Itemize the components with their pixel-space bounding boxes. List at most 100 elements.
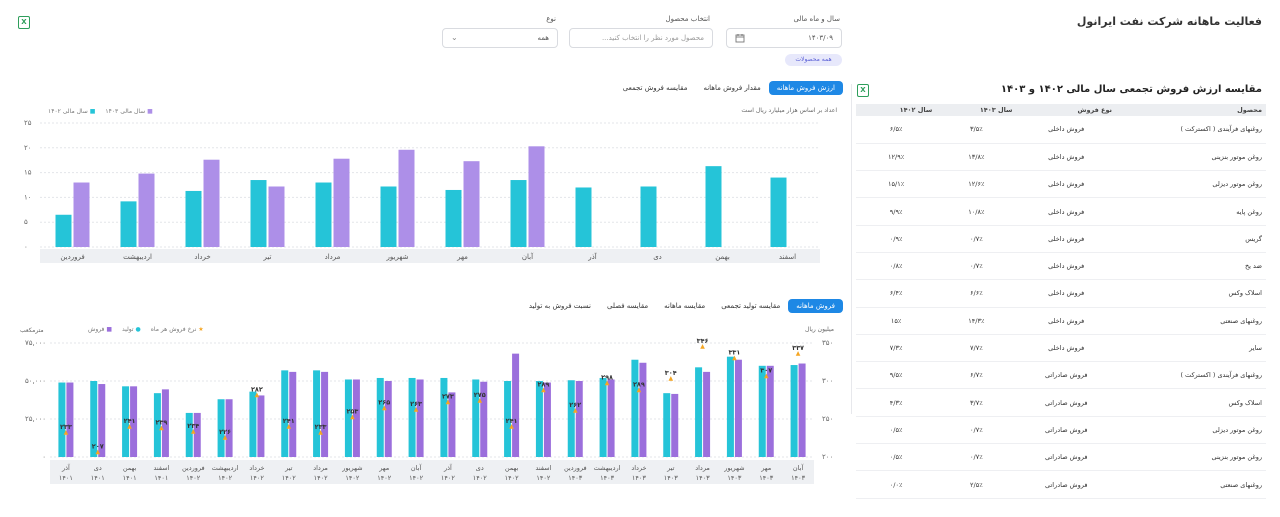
- bar-sales: [225, 399, 233, 457]
- table-row[interactable]: روغنهای صنعتی فروش داخلی ۱۴/۳٪ ۱۵٪: [856, 307, 1266, 335]
- rate-label: ۲۵۳: [346, 408, 358, 416]
- bar-production: [90, 381, 98, 457]
- x-tick-month: آبان: [793, 463, 805, 472]
- x-tick-year: ۱۴۰۱: [91, 474, 105, 482]
- bar-1402: [55, 214, 72, 247]
- x-tick-year: ۱۴۰۲: [218, 474, 232, 482]
- bar-sales: [384, 381, 392, 457]
- table-header-cell[interactable]: محصول: [1116, 104, 1266, 116]
- table-cell: گریس: [1116, 225, 1266, 253]
- rate-marker: ▲: [605, 380, 610, 387]
- table-header-cell[interactable]: نوع فروش: [1016, 104, 1116, 116]
- table-header-cell[interactable]: سال ۱۴۰۲: [856, 104, 937, 116]
- x-tick-year: ۱۴۰۲: [377, 474, 391, 482]
- table-row[interactable]: اسلاک وکس فروش داخلی ۶/۶٪ ۶/۴٪: [856, 279, 1266, 308]
- table-cell: ۰/۷٪: [936, 225, 1017, 253]
- rate-label: ۲۸۲: [251, 386, 263, 394]
- legend-production[interactable]: ● تولید: [122, 326, 141, 333]
- table-cell: فروش صادراتی: [1016, 443, 1116, 472]
- table-cell: فروش صادراتی: [1016, 470, 1116, 499]
- rate-label: ۲۴۱: [506, 417, 518, 425]
- table-title: مقایسه ارزش فروش تجمعی سال مالی ۱۴۰۲ و ۱…: [1000, 84, 1262, 95]
- rate-label: ۲۷۳: [442, 393, 454, 401]
- table-cell: ۰/۷٪: [936, 252, 1017, 281]
- x-tick-year: ۱۴۰۱: [59, 474, 73, 482]
- table-cell: ضد یخ: [1116, 252, 1266, 281]
- table-cell: روغن پایه: [1116, 197, 1266, 226]
- x-tick-label: آبان: [522, 252, 534, 261]
- table-cell: فروش داخلی: [1016, 143, 1116, 172]
- rate-marker: ▲: [95, 449, 100, 456]
- table-row[interactable]: روغن پایه فروش داخلی ۱۰/۸٪ ۹/۹٪: [856, 197, 1266, 226]
- excel-export-icon[interactable]: X: [857, 84, 869, 97]
- x-tick-year: ۱۴۰۳: [600, 474, 614, 482]
- table-row[interactable]: روغن موتور بنزینی فروش صادراتی ۰/۷٪ ۰/۵٪: [856, 443, 1266, 472]
- x-tick-label: دی: [653, 253, 662, 261]
- type-select[interactable]: همه ⌄: [442, 28, 558, 48]
- rate-marker: ▲: [64, 429, 69, 436]
- legend-1403[interactable]: ■ سال مالی ۱۴۰۳: [105, 108, 153, 115]
- table-row[interactable]: روغن موتور بنزینی فروش داخلی ۱۳/۸٪ ۱۲/۹٪: [856, 143, 1266, 172]
- table-cell: فروش داخلی: [1016, 252, 1116, 281]
- excel-export-icon[interactable]: X: [18, 16, 30, 29]
- rate-marker: ▲: [414, 406, 419, 413]
- table-row[interactable]: ضد یخ فروش داخلی ۰/۷٪ ۰/۸٪: [856, 252, 1266, 281]
- bar-production: [408, 377, 416, 457]
- table-cell: ۹/۹٪: [856, 197, 937, 226]
- rate-marker: ▲: [255, 392, 260, 399]
- table-row[interactable]: روغنهای صنعتی فروش صادراتی ۲/۵٪ ۰/۰٪: [856, 470, 1266, 499]
- table-row[interactable]: اسلاک وکس فروش صادراتی ۳/۷٪ ۴/۳٪: [856, 388, 1266, 417]
- table-row[interactable]: روغنهای فرآیندی ( اکسترکت ) فروش داخلی ۳/۵…: [856, 116, 1266, 144]
- monthly-sales-value-chart: ۰ ۵ ۱۰ ۱۵ ۲۰ ۲۵ اسفند بهمن دی آذر آبان مهر شهریور مرد…: [24, 119, 820, 263]
- x-tick-month: خرداد: [249, 464, 264, 472]
- cumulative-sales-table: محصول نوع فروش سال ۱۴۰۳ سال ۱۴۰۲ روغنهای فر…: [856, 104, 1266, 499]
- rate-marker: ▲: [541, 386, 546, 393]
- sales-production-chart: ۰۲۵,۰۰۰۵۰,۰۰۰۷۵,۰۰۰۲۰۰۲۵۰۳۰۰۳۵۰▲۲۳۳آذر۱۴…: [25, 337, 833, 484]
- table-cell: ۰/۵٪: [856, 443, 937, 472]
- tab-cumulative-production[interactable]: مقایسه تولید تجمعی: [721, 302, 781, 310]
- x-tick-year: ۱۴۰۲: [345, 474, 359, 482]
- table-row[interactable]: گریس فروش داخلی ۰/۷٪ ۰/۹٪: [856, 225, 1266, 253]
- table-row[interactable]: روغن موتور دیزلی فروش صادراتی ۰/۷٪ ۰/۵٪: [856, 416, 1266, 445]
- tab-sales-production-ratio[interactable]: نسبت فروش به تولید: [528, 302, 591, 310]
- x-axis-band: [50, 460, 814, 484]
- table-row[interactable]: سایر فروش داخلی ۷/۷٪ ۷/۳٪: [856, 334, 1266, 363]
- table-cell: روغنهای صنعتی: [1116, 307, 1266, 335]
- bar-sales: [575, 381, 583, 457]
- legend-sales[interactable]: ■ فروش: [88, 326, 112, 333]
- tab-monthly-sales-value[interactable]: ارزش فروش ماهانه: [768, 81, 843, 95]
- table-cell: فروش صادراتی: [1016, 361, 1116, 390]
- tab-seasonal-comparison[interactable]: مقایسه فصلی: [607, 302, 649, 310]
- rate-label: ۳۳۱: [728, 348, 740, 356]
- legend-1402[interactable]: ■ سال مالی ۱۴۰۲: [48, 108, 96, 115]
- page-title: فعالیت ماهانه شرکت نفت ایرانول: [1076, 15, 1262, 28]
- bar-1402: [575, 187, 592, 247]
- x-tick-month: اردیبهشت: [594, 464, 621, 472]
- all-products-chip[interactable]: همه محصولات: [785, 54, 842, 66]
- bar-sales: [543, 382, 551, 457]
- tab-monthly-comparison[interactable]: مقایسه ماهانه: [664, 302, 706, 310]
- period-field[interactable]: ۱۴۰۳/۰۹: [726, 28, 842, 48]
- table-row[interactable]: روغن موتور دیزلی فروش داخلی ۱۲/۶٪ ۱۵/۱٪: [856, 170, 1266, 199]
- table-cell: اسلاک وکس: [1116, 388, 1266, 417]
- bar-production: [313, 370, 321, 457]
- table-header-cell[interactable]: سال ۱۴۰۳: [936, 104, 1017, 116]
- legend-rate[interactable]: ★ نرخ فروش هر ماه: [150, 326, 204, 333]
- rate-marker: ▲: [350, 414, 355, 421]
- rate-marker: ▲: [191, 428, 196, 435]
- type-label: نوع: [546, 15, 556, 23]
- y2-tick-label: ۳۰۰: [822, 377, 833, 385]
- bar-sales: [289, 371, 297, 457]
- table-row[interactable]: روغنهای فرآیندی ( اکسترکت ) فروش صادراتی ۶…: [856, 361, 1266, 390]
- bar-production: [535, 381, 543, 457]
- product-select[interactable]: محصول مورد نظر را انتخاب کنید...: [569, 28, 713, 48]
- bar-production: [758, 365, 766, 457]
- tab-monthly-sales[interactable]: فروش ماهانه: [788, 299, 843, 313]
- tab-monthly-sales-quantity[interactable]: مقدار فروش ماهانه: [703, 84, 761, 92]
- tab-cumulative-sales[interactable]: مقایسه فروش تجمعی: [622, 84, 688, 92]
- table-cell: ۱۲/۶٪: [936, 170, 1017, 199]
- table-cell: فروش داخلی: [1016, 170, 1116, 199]
- y-tick-label: ۱۰: [24, 193, 32, 201]
- bar-1403: [73, 182, 90, 247]
- y-tick-label: ۲۵,۰۰۰: [25, 415, 46, 423]
